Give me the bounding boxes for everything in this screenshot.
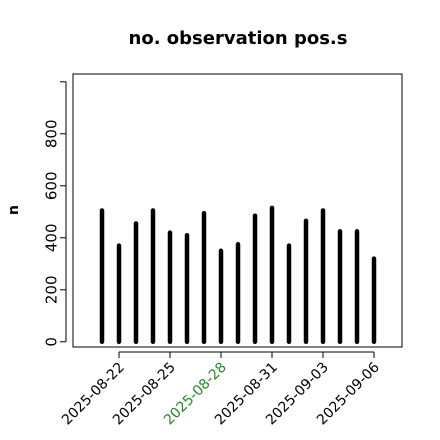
x-axis: 2025-08-222025-08-252025-08-282025-08-31… [59, 351, 383, 428]
y-axis: 0 200 400 600 800 [42, 81, 67, 347]
y-axis-label: n [6, 205, 22, 215]
y-tick-label: 0 [42, 337, 60, 347]
bars [99, 205, 377, 345]
y-tick-label: 200 [42, 275, 60, 304]
plot-frame [72, 73, 403, 348]
y-tick-label: 400 [42, 223, 60, 252]
chart-title: no. observation pos.s [129, 28, 348, 49]
y-tick-label: 800 [42, 119, 60, 148]
y-tick-label: 600 [42, 171, 60, 200]
